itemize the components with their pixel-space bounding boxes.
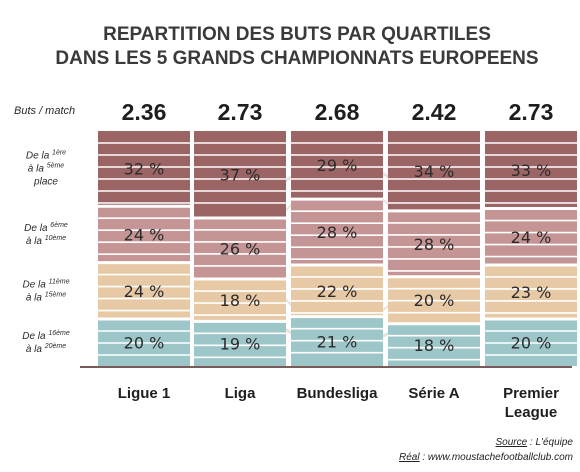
row-label-ordinal: 15ème (45, 291, 67, 298)
category-labels: Ligue 1 Liga Bundesliga Série A Premier Leagu… (118, 385, 559, 421)
x-tick-label-line: Bundesliga (297, 385, 379, 402)
chart-title: REPARTITION DES BUTS PAR QUARTILES DANS … (55, 24, 538, 69)
data-label: 20 % (414, 291, 455, 310)
goals-per-match-value: 2.36 (122, 99, 167, 125)
data-label: 18 % (220, 291, 261, 310)
data-label: 21 % (317, 332, 358, 351)
row-label-text: à la (26, 236, 45, 247)
data-label: 24 % (511, 228, 552, 247)
x-tick-label-line: Premier (503, 385, 559, 402)
row-label-ordinal: 20ème (44, 343, 67, 350)
row-label-text: à la (26, 344, 45, 355)
goals-per-match-value: 2.73 (218, 99, 263, 125)
data-label: 37 % (220, 165, 261, 184)
x-tick-label: Premier League (503, 385, 559, 421)
bar-segment-quartile-3 (98, 262, 190, 319)
row-label-text: De la (24, 223, 50, 234)
bar-segment-quartile-4 (194, 321, 286, 366)
row-label-4: De la 16ème à la 20ème (22, 330, 70, 355)
bar-bundesliga (291, 131, 383, 366)
row-label-text: De la (22, 279, 48, 290)
x-tick-label-line: Liga (225, 385, 256, 402)
data-label: 34 % (414, 162, 455, 181)
goals-per-match-label: Buts / match (14, 105, 75, 117)
row-label-ordinal: 5ème (47, 163, 65, 170)
bar-segment-quartile-2 (485, 208, 577, 265)
row-label-text: De la (26, 151, 52, 162)
row-label-text: place (33, 177, 58, 188)
bar-s-rie-a (388, 131, 480, 366)
x-tick-label: Série A (408, 385, 459, 402)
data-label: 22 % (317, 282, 358, 301)
bar-premier-league (485, 131, 577, 366)
bars (98, 131, 577, 366)
data-label: 18 % (414, 336, 455, 355)
source-label: Source (495, 437, 527, 448)
bar-segment-quartile-2 (194, 217, 286, 280)
segment-labels: 32 % 24 % 24 % 20 % 37 % 26 % 18 % 19 % 29 % 28 %… (124, 156, 552, 355)
data-label: 28 % (317, 223, 358, 242)
data-label: 24 % (124, 225, 165, 244)
row-label-ordinal: 10ème (45, 235, 67, 242)
bar-segment-quartile-1 (388, 131, 480, 211)
x-tick-label-line: League (505, 404, 558, 421)
bar-ligue-1 (98, 131, 190, 366)
data-label: 32 % (124, 160, 165, 179)
credit-label: Réal (399, 452, 420, 463)
x-tick-label-line: Ligue 1 (118, 385, 171, 402)
data-label: 19 % (220, 335, 261, 354)
credit-text: Réal : www.moustachefootballclub.com (399, 452, 573, 463)
source-text: Source : L'équipe (495, 437, 573, 448)
goals-per-match-values: 2.36 2.73 2.68 2.42 2.73 (122, 99, 554, 125)
bar-segment-quartile-2 (388, 210, 480, 277)
row-label-text: De la (22, 331, 48, 342)
bar-segment-quartile-3 (485, 264, 577, 319)
goals-per-match-value: 2.42 (412, 99, 457, 125)
bar-segment-quartile-2 (98, 206, 190, 263)
row-label-2: De la 6ème à la 10ème (24, 222, 68, 247)
data-label: 20 % (511, 334, 552, 353)
row-label-ordinal: 6ème (50, 222, 68, 229)
row-label-1: De la 1ère à la 5ème place (26, 150, 66, 188)
data-label: 28 % (414, 235, 455, 254)
row-label-text: à la (28, 164, 47, 175)
data-label: 24 % (124, 282, 165, 301)
row-labels: De la 1ère à la 5ème place De la 6ème à la 1… (22, 150, 70, 355)
x-tick-label: Ligue 1 (118, 385, 171, 402)
row-label-3: De la 11ème à la 15ème (22, 278, 69, 303)
source-block: Source : L'équipe Réal : www.moustachefo… (399, 437, 573, 463)
bar-segment-quartile-1 (485, 131, 577, 209)
x-tick-label-line: Série A (408, 385, 459, 402)
data-label: 23 % (511, 283, 552, 302)
title-line-2: DANS LES 5 GRANDS CHAMPIONNATS EUROPEENS (55, 48, 538, 69)
x-tick-label: Bundesliga (297, 385, 379, 402)
x-tick-label: Liga (225, 385, 256, 402)
goals-per-match-value: 2.73 (509, 99, 554, 125)
row-label-ordinal: 1ère (52, 150, 66, 157)
bar-segment-quartile-3 (291, 264, 383, 317)
bar-segment-quartile-2 (291, 199, 383, 265)
row-label-ordinal: 11ème (49, 278, 70, 285)
row-label-ordinal: 16ème (48, 330, 70, 337)
data-label: 20 % (124, 334, 165, 353)
data-label: 26 % (220, 240, 261, 259)
data-label: 29 % (317, 156, 358, 175)
title-line-1: REPARTITION DES BUTS PAR QUARTILES (103, 24, 491, 45)
data-label: 33 % (511, 161, 552, 180)
credit-value: : www.moustachefootballclub.com (420, 452, 573, 463)
bar-liga (194, 131, 286, 366)
row-label-text: à la (26, 292, 45, 303)
source-value: : L'équipe (527, 437, 573, 448)
goals-per-match-value: 2.68 (315, 99, 360, 125)
